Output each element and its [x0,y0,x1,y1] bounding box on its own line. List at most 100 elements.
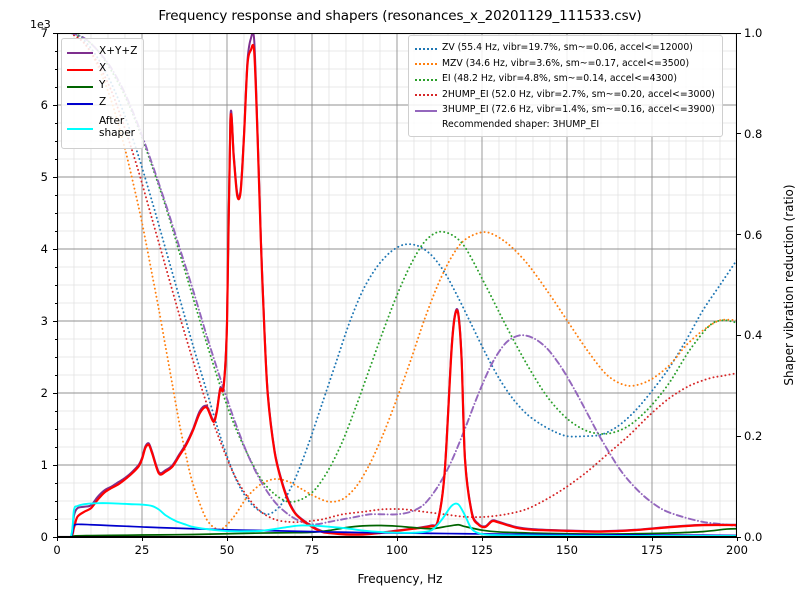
x-tick-label: 100 [386,543,408,557]
legend-item-label: Y [99,78,106,91]
left-axis-spine [56,33,58,537]
secondary-y-tick-label: 0.2 [744,429,763,444]
shaper-curve-2hump_ei [69,33,737,524]
shaper-line-swatch [415,88,437,100]
x-tick-mark [226,537,228,541]
legend-item-label: Z [99,95,107,108]
x-tick-label: 0 [53,543,61,557]
y-minor-tick-mark [54,356,57,358]
x-tick-mark [311,537,313,541]
x-tick-mark [651,537,653,541]
psd-curves [57,33,737,537]
secondary-y-axis-label: Shaper vibration reduction (ratio) [782,184,796,386]
x-tick-mark [56,537,58,541]
x-tick-label: 125 [471,543,493,557]
shaper-curve-3hump_ei [69,33,737,527]
y-tick-label: 4 [40,242,48,256]
legend-line-swatch [67,97,93,109]
shaper-legend-item-undefined[interactable]: MZV (34.6 Hz, vibr=3.6%, sm~=0.17, accel… [415,56,715,72]
y-minor-tick-mark [54,428,57,430]
x-tick-label: 25 [134,543,150,557]
secondary-y-tick-label: 0.4 [744,328,763,343]
legend-item-label: After shaper [99,115,136,139]
secondary-y-tick-mark [737,32,741,34]
secondary-y-tick-label: 0.6 [744,227,763,242]
series-legend: X+Y+Z X Y Z After shaper [61,38,145,149]
y-tick-mark [53,464,57,466]
shaper-legend-label: 3HUMP_EI (72.6 Hz, vibr=1.4%, sm~=0.16, … [442,104,715,115]
chart-title: Frequency response and shapers (resonanc… [158,8,642,24]
secondary-y-tick-mark [737,234,741,236]
x-tick-mark [141,537,143,541]
y-minor-tick-mark [54,518,57,520]
y-minor-tick-mark [54,410,57,412]
shaper-legend-label: MZV (34.6 Hz, vibr=3.6%, sm~=0.17, accel… [442,57,690,69]
shaper-legend-item-undefined[interactable]: ZV (55.4 Hz, vibr=19.7%, sm~=0.06, accel… [415,40,715,56]
x-axis-label: Frequency, Hz [357,572,443,586]
shaper-line-swatch [415,73,437,85]
y-tick-label: 0 [40,530,48,544]
secondary-y-tick-label: 1.0 [744,26,763,40]
y-minor-tick-mark [54,50,57,52]
shaper-legend: ZV (55.4 Hz, vibr=19.7%, sm~=0.06, accel… [408,35,723,137]
y-minor-tick-mark [54,122,57,124]
secondary-y-tick-label: 0.8 [744,126,763,141]
shaper-legend-item-undefined[interactable]: 3HUMP_EI (72.6 Hz, vibr=1.4%, sm~=0.16, … [415,102,715,118]
shaper-line-swatch [415,104,437,116]
y-tick-mark [53,320,57,322]
x-tick-mark [736,537,738,541]
x-tick-label: 150 [556,543,578,557]
secondary-y-tick-mark [737,435,741,437]
psd-curve-x [57,43,737,537]
bottom-axis-spine [57,537,737,538]
y-minor-tick-mark [54,302,57,304]
legend-item-y[interactable]: Y [67,77,137,94]
psd-curve-z [57,523,737,537]
legend-line-swatch [67,80,93,92]
psd-curve-after-shaper [57,502,737,537]
y-tick-label: 1 [40,458,48,472]
x-tick-label: 50 [219,543,235,557]
y-minor-tick-mark [54,230,57,232]
secondary-y-tick-mark [737,133,741,135]
legend-item-x[interactable]: X [67,60,137,77]
legend-item-z[interactable]: Z [67,94,137,111]
legend-item-x+y+z[interactable]: X+Y+Z [67,43,137,60]
x-tick-label: 175 [641,543,663,557]
y-minor-tick-mark [54,212,57,214]
y-tick-mark [53,536,57,538]
y-tick-label: 6 [40,98,48,112]
y-minor-tick-mark [54,284,57,286]
legend-line-swatch [67,63,93,75]
major-gridlines [57,33,737,537]
y-tick-mark [53,248,57,250]
y-minor-tick-mark [54,338,57,340]
shaper-curves [69,33,737,531]
y-minor-tick-mark [54,266,57,268]
shaper-curve-mzv [69,33,737,531]
y-minor-tick-mark [54,482,57,484]
legend-line-swatch [67,46,93,58]
y-axis-exponent: 1e3 [30,18,51,31]
shaper-legend-label: ZV (55.4 Hz, vibr=19.7%, sm~=0.06, accel… [442,42,693,53]
y-tick-label: 5 [40,170,48,184]
secondary-y-tick-mark [737,334,741,336]
y-minor-tick-mark [54,446,57,448]
y-tick-mark [53,104,57,106]
legend-item-label: X [99,61,107,74]
x-tick-label: 200 [726,543,748,557]
y-tick-mark [53,32,57,34]
shaper-legend-item-undefined[interactable]: EI (48.2 Hz, vibr=4.8%, sm~=0.14, accel<… [415,71,715,87]
legend-line-swatch [67,122,93,134]
shaper-legend-label: EI (48.2 Hz, vibr=4.8%, sm~=0.14, accel<… [442,73,677,84]
shaper-legend-item-undefined[interactable]: 2HUMP_EI (52.0 Hz, vibr=2.7%, sm~=0.20, … [415,87,715,103]
legend-item-after-shaper[interactable]: After shaper [67,111,137,144]
x-tick-mark [481,537,483,541]
y-tick-mark [53,176,57,178]
y-minor-tick-mark [54,86,57,88]
y-tick-mark [53,392,57,394]
secondary-y-tick-label: 0.0 [744,530,763,544]
y-minor-tick-mark [54,194,57,196]
legend-item-label: X+Y+Z [99,44,138,57]
